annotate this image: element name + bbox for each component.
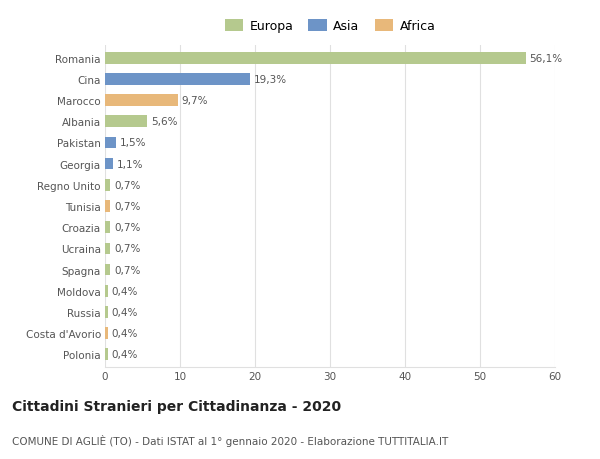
Text: 0,4%: 0,4% xyxy=(112,307,138,317)
Bar xyxy=(105,179,110,191)
Text: 56,1%: 56,1% xyxy=(530,54,563,64)
Bar xyxy=(105,328,108,339)
Bar xyxy=(105,116,147,128)
Bar xyxy=(105,137,116,149)
Text: 0,7%: 0,7% xyxy=(114,180,140,190)
Bar xyxy=(105,158,113,170)
Text: 19,3%: 19,3% xyxy=(254,75,287,85)
Bar xyxy=(105,74,250,85)
Text: 0,7%: 0,7% xyxy=(114,265,140,275)
Text: 0,7%: 0,7% xyxy=(114,223,140,233)
Bar xyxy=(105,349,108,360)
Text: 0,7%: 0,7% xyxy=(114,244,140,254)
Text: Cittadini Stranieri per Cittadinanza - 2020: Cittadini Stranieri per Cittadinanza - 2… xyxy=(12,399,341,413)
Text: 0,7%: 0,7% xyxy=(114,202,140,212)
Bar xyxy=(105,264,110,276)
Bar xyxy=(105,243,110,255)
Text: 1,5%: 1,5% xyxy=(120,138,146,148)
Text: 0,4%: 0,4% xyxy=(112,328,138,338)
Text: 0,4%: 0,4% xyxy=(112,286,138,296)
Text: COMUNE DI AGLIÈ (TO) - Dati ISTAT al 1° gennaio 2020 - Elaborazione TUTTITALIA.I: COMUNE DI AGLIÈ (TO) - Dati ISTAT al 1° … xyxy=(12,434,448,446)
Bar xyxy=(105,307,108,318)
Bar xyxy=(105,201,110,213)
Text: 1,1%: 1,1% xyxy=(117,159,143,169)
Bar xyxy=(105,95,178,106)
Text: 0,4%: 0,4% xyxy=(112,349,138,359)
Bar xyxy=(105,222,110,234)
Legend: Europa, Asia, Africa: Europa, Asia, Africa xyxy=(224,20,436,33)
Text: 9,7%: 9,7% xyxy=(182,96,208,106)
Bar xyxy=(105,285,108,297)
Text: 5,6%: 5,6% xyxy=(151,117,177,127)
Bar xyxy=(105,53,526,64)
